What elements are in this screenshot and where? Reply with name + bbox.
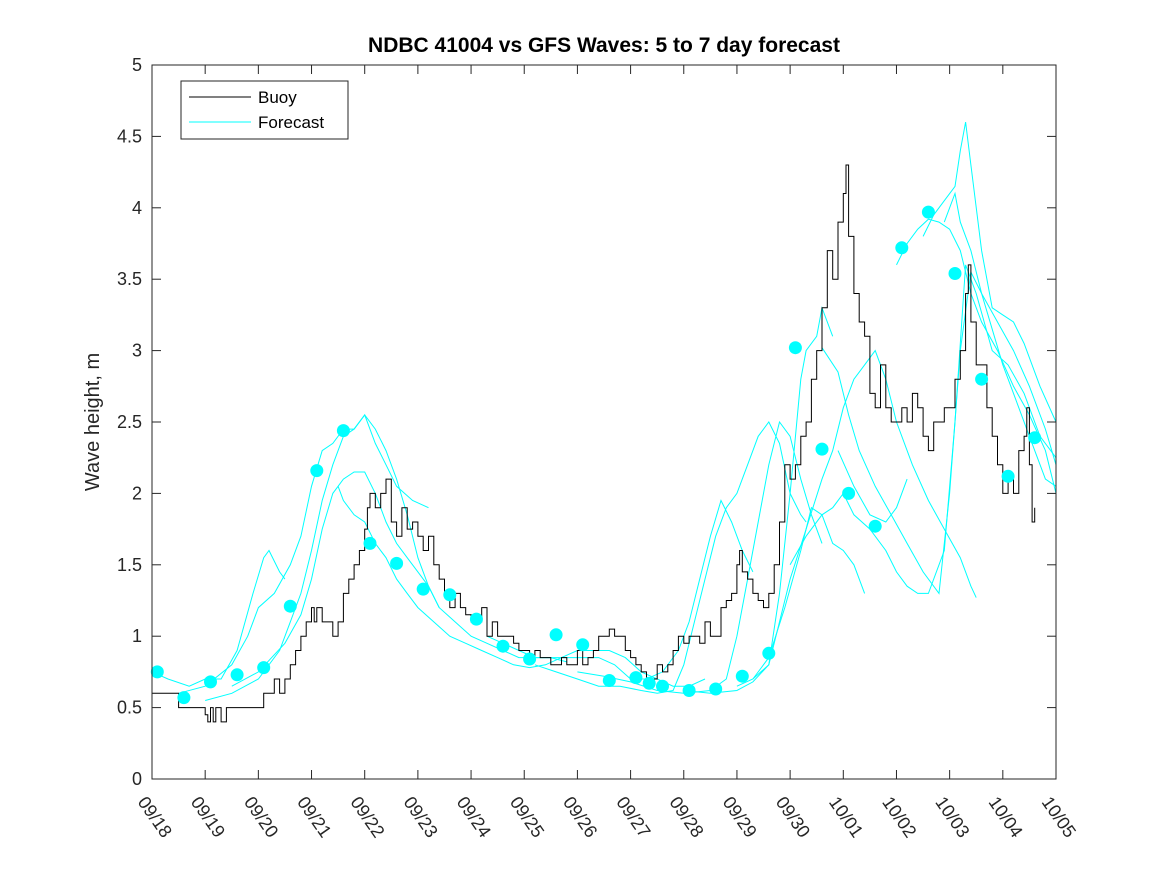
y-tick-label: 0.5 <box>117 698 142 718</box>
buoy-line <box>152 164 1036 723</box>
forecast-point <box>948 267 962 280</box>
y-tick-label: 1.5 <box>117 555 142 575</box>
forecast-point <box>336 424 350 438</box>
forecast-point <box>576 638 590 652</box>
forecast-run-line <box>337 486 706 687</box>
forecast-point <box>257 661 271 675</box>
forecast-point <box>363 536 377 550</box>
forecast-point <box>762 646 776 660</box>
plot-area <box>150 64 1057 780</box>
forecast-point <box>469 612 483 626</box>
forecast-point <box>416 582 430 596</box>
forecast-run-line <box>943 191 1057 487</box>
forecast-point <box>230 668 244 682</box>
forecast-point <box>496 639 510 653</box>
y-tick-label: 3 <box>132 341 142 361</box>
forecast-point <box>310 464 324 478</box>
forecast-point <box>709 682 723 696</box>
forecast-point <box>549 628 563 642</box>
y-axis-label: Wave height, m <box>82 353 104 491</box>
forecast-run-line <box>789 264 1057 594</box>
forecast-point <box>1028 431 1042 445</box>
y-tick-label: 4.5 <box>117 126 142 146</box>
forecast-run-line <box>837 450 908 523</box>
forecast-point <box>815 442 829 456</box>
forecast-run-line <box>752 506 866 680</box>
forecast-point <box>842 486 856 500</box>
forecast-point <box>895 241 909 255</box>
forecast-point <box>150 665 164 679</box>
axes-background <box>152 65 1056 779</box>
buoy-series-line <box>152 164 1036 723</box>
legend-forecast-label: Forecast <box>258 113 324 132</box>
forecast-markers <box>150 205 1042 705</box>
forecast-point <box>788 341 802 355</box>
y-axis: 0 0.5 1 1.5 2 2.5 3 3.5 4 4.5 5 <box>117 55 1056 789</box>
forecast-point <box>283 599 297 613</box>
forecast-point <box>921 205 935 219</box>
forecast-run-line <box>821 270 1057 595</box>
forecast-run-line <box>151 549 286 687</box>
forecast-point <box>682 684 696 697</box>
forecast-point <box>1001 469 1015 483</box>
forecast-point <box>735 669 749 683</box>
y-tick-label: 1 <box>132 626 142 646</box>
y-tick-label: 3.5 <box>117 269 142 289</box>
y-tick-label: 2 <box>132 483 142 503</box>
legend: Buoy Forecast <box>180 80 349 140</box>
forecast-point <box>177 691 191 705</box>
forecast-point <box>656 679 669 693</box>
y-tick-label: 5 <box>132 55 142 75</box>
legend-buoy-label: Buoy <box>258 88 297 107</box>
y-tick-label: 2.5 <box>117 412 142 432</box>
forecast-point <box>390 556 404 570</box>
y-tick-label: 0 <box>132 769 142 789</box>
forecast-point <box>443 588 457 602</box>
forecast-point <box>868 519 882 533</box>
forecast-run-line <box>736 349 977 687</box>
forecast-point <box>204 675 217 689</box>
chart-title: NDBC 41004 vs GFS Waves: 5 to 7 day fore… <box>368 34 840 57</box>
forecast-run-line <box>683 305 834 694</box>
legend-box <box>180 80 349 140</box>
forecast-point <box>629 671 643 685</box>
forecast-run-line <box>922 122 1057 423</box>
forecast-point <box>602 674 616 687</box>
y-tick-label: 4 <box>132 198 142 218</box>
forecast-point <box>642 676 656 690</box>
forecast-run-line <box>178 413 429 694</box>
forecast-point <box>523 652 537 666</box>
forecast-point <box>975 372 989 386</box>
